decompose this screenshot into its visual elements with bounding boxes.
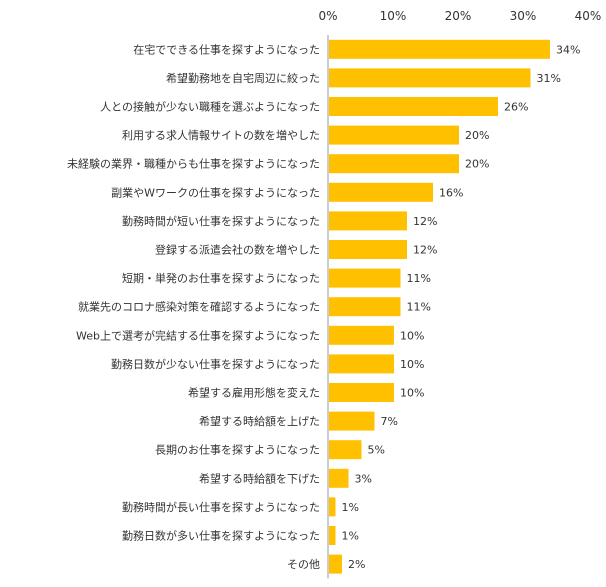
value-label: 10% — [400, 387, 424, 400]
x-tick-label: 40% — [575, 9, 602, 23]
category-label: Web上で選考が完結する仕事を探すようになった — [76, 328, 320, 342]
category-label: 人との接触が少ない職種を選ぶようになった — [100, 100, 320, 114]
category-label: 利用する求人情報サイトの数を増やした — [122, 129, 320, 142]
bar — [329, 240, 407, 259]
category-label: 勤務日数が多い仕事を探すようになった — [122, 529, 320, 543]
bar-row: Web上で選考が完結する仕事を探すようになった 10% — [76, 325, 424, 345]
value-label: 10% — [400, 329, 424, 342]
bar — [329, 125, 459, 145]
value-label: 5% — [368, 444, 385, 457]
category-label: 希望する時給額を下げた — [199, 471, 320, 485]
value-label: 1% — [342, 530, 359, 543]
value-label: 12% — [413, 215, 437, 228]
bar — [329, 182, 433, 202]
bar-row: 副業やWワークの仕事を探すようになった 16% — [111, 182, 463, 202]
value-label: 26% — [504, 101, 528, 114]
bar — [329, 383, 394, 402]
bar-row: 未経験の業界・職種からも仕事を探すようになった 20% — [67, 154, 489, 174]
bar-rows: 在宅でできる仕事を探すようになった 34% 希望勤務地を自宅周辺に絞った 31% 人との… — [67, 39, 580, 574]
bar — [329, 268, 401, 288]
bar — [329, 554, 342, 574]
bar-row: 利用する求人情報サイトの数を増やした 20% — [122, 125, 489, 145]
x-tick-label: 20% — [445, 9, 472, 23]
category-label: 在宅でできる仕事を探すようになった — [133, 42, 320, 56]
bar-row: 短期・単発のお仕事を探すようになった 11% — [122, 268, 431, 288]
value-label: 20% — [465, 129, 489, 142]
bar — [329, 39, 550, 59]
bar — [329, 354, 394, 374]
bar — [329, 440, 362, 460]
category-label: 短期・単発のお仕事を探すようになった — [122, 271, 320, 285]
bar-row: 希望する雇用形態を変えた 10% — [188, 383, 424, 402]
category-label: 登録する派遣会社の数を増やした — [155, 243, 320, 257]
value-label: 3% — [355, 472, 372, 485]
category-label: 長期のお仕事を探すようになった — [155, 444, 320, 457]
value-label: 34% — [556, 43, 580, 56]
bar-row: その他 2% — [287, 554, 365, 574]
category-label: 就業先のコロナ感染対策を確認するようになった — [78, 300, 320, 314]
x-tick-label: 10% — [380, 9, 407, 23]
value-label: 10% — [400, 358, 424, 371]
x-tick-label: 0% — [318, 9, 337, 23]
category-label: 勤務日数が少ない仕事を探すようになった — [111, 357, 320, 371]
bar-row: 希望する時給額を下げた 3% — [199, 468, 372, 488]
bar-row: 勤務日数が少ない仕事を探すようになった 10% — [111, 354, 424, 374]
value-label: 7% — [381, 415, 398, 428]
bar — [329, 411, 375, 431]
value-label: 12% — [413, 244, 437, 257]
x-tick-label: 30% — [510, 9, 537, 23]
bar-row: 勤務日数が多い仕事を探すようになった 1% — [122, 526, 359, 545]
value-label: 31% — [537, 72, 561, 85]
bar — [329, 97, 498, 116]
bar-row: 勤務時間が長い仕事を探すようになった 1% — [122, 497, 359, 517]
bar-row: 就業先のコロナ感染対策を確認するようになった 11% — [78, 297, 431, 317]
category-label: その他 — [287, 558, 320, 571]
value-label: 11% — [407, 301, 431, 314]
category-label: 希望する時給額を上げた — [199, 414, 320, 428]
category-label: 未経験の業界・職種からも仕事を探すようになった — [67, 157, 320, 171]
bar-row: 希望勤務地を自宅周辺に絞った 31% — [166, 68, 561, 88]
value-label: 16% — [439, 186, 463, 199]
category-label: 副業やWワークの仕事を探すようになった — [111, 186, 320, 199]
category-label: 勤務時間が長い仕事を探すようになった — [122, 500, 320, 514]
bar — [329, 526, 336, 545]
value-label: 2% — [348, 558, 365, 571]
bar-row: 人との接触が少ない職種を選ぶようになった 26% — [100, 97, 528, 116]
bar — [329, 154, 459, 174]
bar-row: 希望する時給額を上げた 7% — [199, 411, 398, 431]
x-axis-ticks: 0% 10% 20% 30% 40% — [318, 9, 601, 23]
bar — [329, 297, 401, 317]
bar-row: 登録する派遣会社の数を増やした 12% — [155, 240, 437, 259]
bar-row: 勤務時間が短い仕事を探すようになった 12% — [122, 211, 437, 231]
value-label: 11% — [407, 272, 431, 285]
bar — [329, 68, 531, 88]
bar — [329, 211, 407, 231]
bar — [329, 325, 394, 345]
bar-row: 在宅でできる仕事を探すようになった 34% — [133, 39, 580, 59]
value-label: 1% — [342, 501, 359, 514]
bar-row: 長期のお仕事を探すようになった 5% — [155, 440, 385, 460]
bar — [329, 497, 336, 517]
category-label: 希望勤務地を自宅周辺に絞った — [166, 71, 320, 85]
value-label: 20% — [465, 158, 489, 171]
bar — [329, 468, 349, 488]
category-label: 希望する雇用形態を変えた — [188, 386, 320, 400]
category-label: 勤務時間が短い仕事を探すようになった — [122, 214, 320, 228]
